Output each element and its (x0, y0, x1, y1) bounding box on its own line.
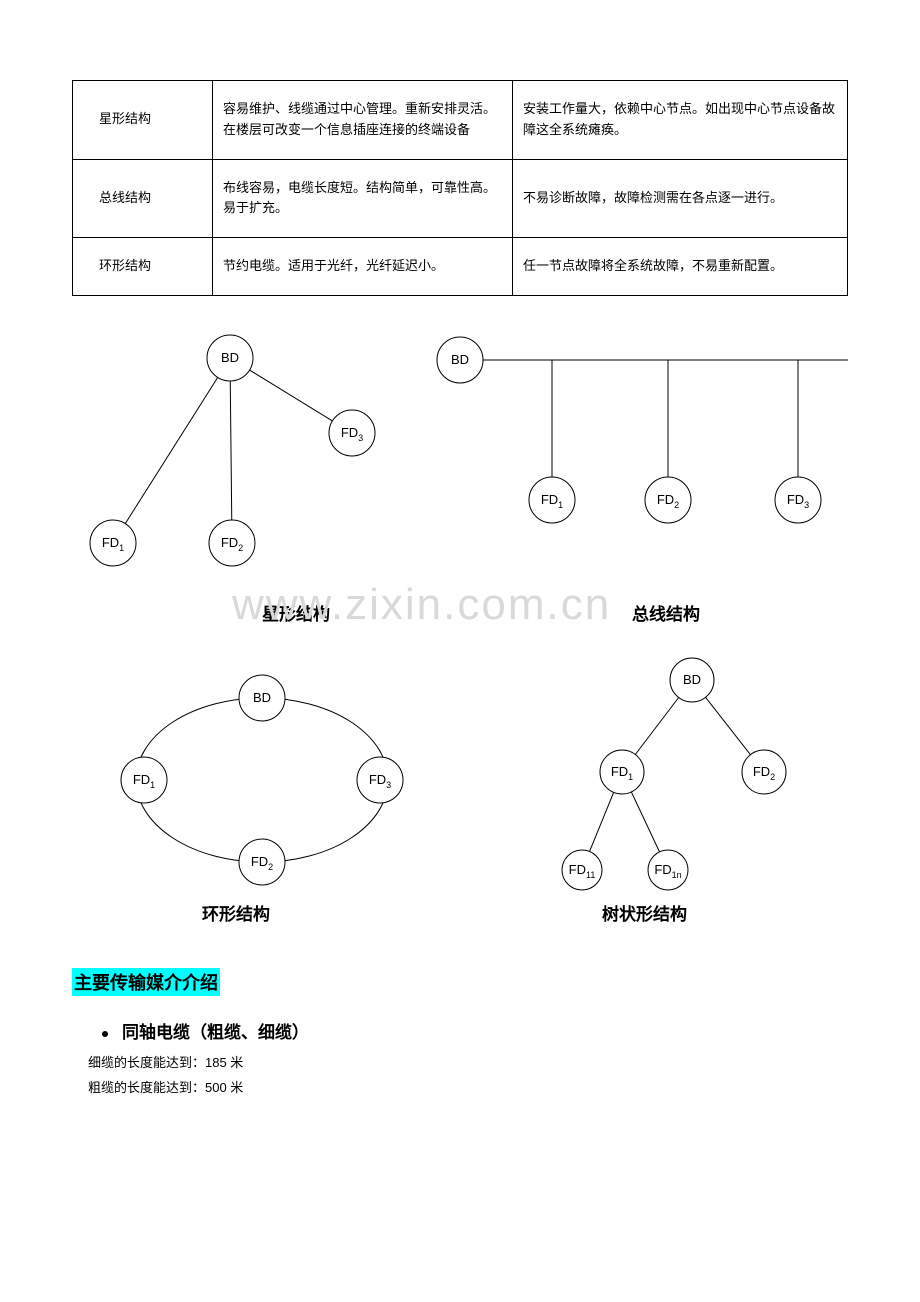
table-row: 总线结构 布线容易，电缆长度短。结构简单，可靠性高。易于扩充。 不易诊断故障，故… (73, 159, 848, 238)
cell-pros: 节约电缆。适用于光纤，光纤延迟小。 (213, 238, 513, 296)
cell-name: 环形结构 (73, 238, 213, 296)
body-line: 粗缆的长度能达到：500 米 (88, 1078, 848, 1099)
section-title: 主要传输媒介介绍 (72, 968, 220, 996)
body-line: 细缆的长度能达到：185 米 (88, 1053, 848, 1074)
cell-cons: 安装工作量大，依赖中心节点。如出现中心节点设备故障这全系统瘫痪。 (513, 81, 848, 160)
svg-text:星形结构: 星形结构 (262, 604, 330, 624)
svg-text:BD: BD (683, 672, 701, 687)
svg-text:BD: BD (451, 352, 469, 367)
svg-text:环形结构: 环形结构 (202, 904, 270, 924)
svg-text:总线结构: 总线结构 (632, 604, 700, 624)
cell-name: 星形结构 (73, 81, 213, 160)
svg-text:树状形结构: 树状形结构 (602, 904, 687, 924)
cell-cons: 不易诊断故障，故障检测需在各点逐一进行。 (513, 159, 848, 238)
cell-name: 总线结构 (73, 159, 213, 238)
svg-text:BD: BD (221, 350, 239, 365)
table-row: 环形结构 节约电缆。适用于光纤，光纤延迟小。 任一节点故障将全系统故障，不易重新… (73, 238, 848, 296)
bullet-text: 同轴电缆（粗缆、细缆） (122, 1023, 309, 1042)
bullet-icon (102, 1031, 108, 1037)
topology-diagrams: BDFD3FD1FD2星形结构BDFD1FD2FD3总线结构BDFD1FD2FD… (72, 320, 848, 940)
bullet-heading: 同轴电缆（粗缆、细缆） (102, 1018, 848, 1043)
cell-cons: 任一节点故障将全系统故障，不易重新配置。 (513, 238, 848, 296)
topology-table: 星形结构 容易维护、线缆通过中心管理。重新安排灵活。在楼层可改变一个信息插座连接… (72, 80, 848, 296)
table-row: 星形结构 容易维护、线缆通过中心管理。重新安排灵活。在楼层可改变一个信息插座连接… (73, 81, 848, 160)
cell-pros: 容易维护、线缆通过中心管理。重新安排灵活。在楼层可改变一个信息插座连接的终端设备 (213, 81, 513, 160)
cell-pros: 布线容易，电缆长度短。结构简单，可靠性高。易于扩充。 (213, 159, 513, 238)
svg-text:BD: BD (253, 690, 271, 705)
